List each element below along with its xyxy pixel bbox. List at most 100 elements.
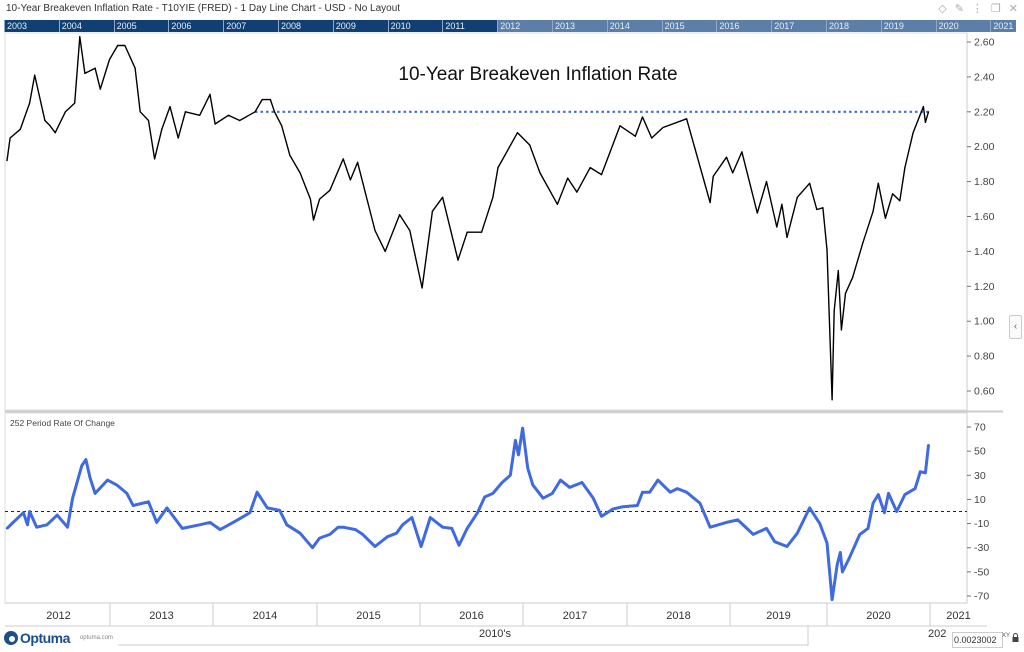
navigator-year[interactable]: 2008: [278, 20, 333, 32]
price-data-point: [79, 36, 81, 38]
collapse-panel-button[interactable]: ‹: [1009, 315, 1022, 339]
navigator-year[interactable]: 2010: [387, 20, 443, 32]
navigator-year[interactable]: 2020: [935, 20, 991, 32]
roc-data-point: [450, 527, 454, 530]
price-axis-label: 1.80: [974, 176, 995, 188]
price-axis-label: 2.00: [974, 141, 995, 153]
roc-data-point: [354, 528, 357, 531]
navigator-year[interactable]: 2016: [716, 20, 771, 32]
roc-data-point: [580, 481, 584, 484]
time-axis-label: 2015: [356, 610, 380, 622]
price-data-point: [781, 203, 783, 205]
price-data-point: [312, 219, 315, 221]
price-data-point: [44, 119, 46, 122]
roc-data-point: [441, 525, 444, 529]
roc-data-point: [818, 522, 822, 525]
navigator-year[interactable]: 2012: [497, 20, 552, 32]
navigator-year[interactable]: 2006: [168, 20, 223, 32]
roc-data-point: [208, 521, 212, 524]
price-plot-area: [4, 32, 968, 411]
diamond-icon[interactable]: ◇: [938, 3, 947, 15]
price-data-point: [833, 310, 835, 312]
roc-data-point: [636, 504, 639, 507]
price-data-point: [134, 67, 136, 69]
roc-data-point: [785, 545, 789, 548]
decade-label-next: 202: [928, 628, 947, 640]
price-data-point: [28, 102, 31, 104]
price-data-point: [884, 217, 887, 219]
roc-data-point: [11, 521, 15, 524]
roc-plot-area: [4, 412, 968, 604]
roc-data-point: [125, 492, 129, 495]
roc-data-point: [429, 516, 432, 519]
price-data-point: [9, 137, 11, 139]
price-data-point: [177, 137, 179, 139]
roc-data-point: [311, 546, 314, 549]
price-data-point: [877, 182, 879, 184]
navigator-selected-range[interactable]: [4, 20, 498, 32]
price-data-point: [161, 128, 163, 130]
navigator-year[interactable]: 2017: [771, 20, 826, 32]
price-data-point: [398, 214, 401, 216]
time-axis-label: 2017: [563, 610, 587, 622]
navigator-year[interactable]: 2005: [113, 20, 169, 32]
price-data-point: [273, 111, 276, 113]
more-icon[interactable]: ⋮: [971, 3, 983, 15]
price-axis-label: 2.40: [974, 71, 995, 83]
navigator-year[interactable]: 2007: [223, 20, 278, 32]
roc-data-point: [22, 511, 25, 514]
roc-data-point: [181, 527, 184, 530]
navigator-year[interactable]: 2014: [606, 20, 662, 32]
price-data-point: [837, 269, 839, 272]
time-navigator[interactable]: 2003 2004 2005 2006 2007 2008 2009 2010 2011 2012…: [4, 20, 1016, 32]
price-data-point: [539, 172, 541, 174]
roc-data-point: [401, 523, 404, 526]
roc-data-point: [88, 476, 92, 479]
xy-toggle[interactable]: XY: [1002, 633, 1011, 639]
navigator-year[interactable]: 2019: [880, 20, 936, 32]
price-data-point: [852, 276, 854, 279]
roc-data-point: [841, 570, 844, 574]
navigator-year[interactable]: 2011: [442, 20, 497, 32]
price-data-point: [732, 172, 734, 174]
pin-icon[interactable]: ✎: [954, 3, 964, 15]
navigator-year[interactable]: 2009: [332, 20, 388, 32]
price-data-point: [356, 161, 359, 164]
price-data-point: [567, 177, 569, 179]
close-icon[interactable]: ✕: [1008, 3, 1018, 15]
navigator-year[interactable]: 2004: [58, 20, 114, 32]
roc-data-point: [361, 533, 364, 536]
price-axis-label: 2.20: [974, 106, 995, 118]
price-data-point: [862, 242, 864, 244]
roc-data-point: [500, 481, 504, 484]
navigator-year[interactable]: 2015: [661, 20, 717, 32]
price-data-point: [309, 198, 311, 200]
roc-data-point: [115, 483, 118, 487]
roc-data-point: [219, 528, 222, 531]
roc-data-point: [877, 493, 880, 496]
navigator-year[interactable]: 2018: [826, 20, 881, 32]
price-data-point: [516, 132, 519, 134]
price-data-point: [634, 135, 636, 137]
roc-data-point: [514, 439, 517, 442]
restore-icon[interactable]: ❐: [990, 3, 1001, 15]
roc-data-point: [600, 515, 603, 518]
time-axis-label: 2012: [46, 610, 70, 622]
roc-data-point: [919, 470, 922, 473]
navigator-year[interactable]: 2013: [552, 20, 607, 32]
roc-data-point: [395, 532, 398, 535]
price-data-point: [214, 123, 216, 125]
navigator-year[interactable]: 2021: [990, 20, 1024, 32]
lock-icon[interactable]: [1012, 633, 1019, 642]
price-data-point: [497, 167, 499, 169]
price-data-point: [154, 158, 156, 160]
price-data-point: [808, 182, 811, 184]
price-data-point: [457, 259, 459, 261]
roc-data-point: [698, 501, 702, 505]
roc-axis-label: -70: [974, 590, 989, 602]
price-data-point: [899, 200, 901, 202]
price-data-point: [139, 111, 141, 113]
price-data-point: [765, 181, 768, 183]
navigator-year[interactable]: 2003: [4, 20, 59, 32]
